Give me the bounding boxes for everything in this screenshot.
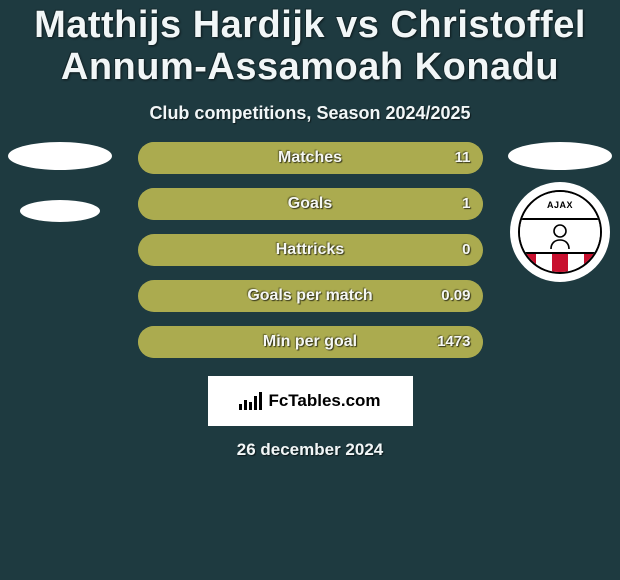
generation-date: 26 december 2024 — [0, 440, 620, 460]
stat-right-value: 0 — [462, 234, 470, 266]
stat-bar: Min per goal1473 — [138, 326, 483, 358]
placeholder-oval — [8, 142, 112, 170]
brand-text: FcTables.com — [268, 391, 380, 411]
placeholder-oval — [508, 142, 612, 170]
page-subtitle: Club competitions, Season 2024/2025 — [0, 103, 620, 124]
stat-bar: Matches11 — [138, 142, 483, 174]
stat-bars: Matches11 Goals1 Hattricks0 Goals per match… — [138, 142, 483, 358]
stat-bar: Hattricks0 — [138, 234, 483, 266]
stat-bar: Goals1 — [138, 188, 483, 220]
player-left-column — [0, 142, 120, 222]
stat-right-value: 0.09 — [441, 280, 470, 312]
stat-label: Hattricks — [138, 234, 483, 266]
stat-label: Min per goal — [138, 326, 483, 358]
brand-logo: FcTables.com — [208, 376, 413, 426]
comparison-area: AJAX Matches11 Goals1 Hattricks0 Goals per … — [0, 142, 620, 358]
stat-right-value: 1473 — [437, 326, 470, 358]
stat-right-value: 1 — [462, 188, 470, 220]
bar-chart-icon — [239, 392, 262, 410]
stat-right-value: 11 — [455, 142, 471, 174]
player-right-column: AJAX — [500, 142, 620, 282]
crest-name: AJAX — [520, 192, 600, 218]
crest-portrait-icon — [520, 218, 600, 254]
placeholder-oval — [20, 200, 100, 222]
page-title: Matthijs Hardijk vs Christoffel Annum-As… — [0, 0, 620, 89]
club-crest-ajax: AJAX — [510, 182, 610, 282]
stat-label: Goals per match — [138, 280, 483, 312]
stat-label: Matches — [138, 142, 483, 174]
stat-bar: Goals per match0.09 — [138, 280, 483, 312]
stat-label: Goals — [138, 188, 483, 220]
